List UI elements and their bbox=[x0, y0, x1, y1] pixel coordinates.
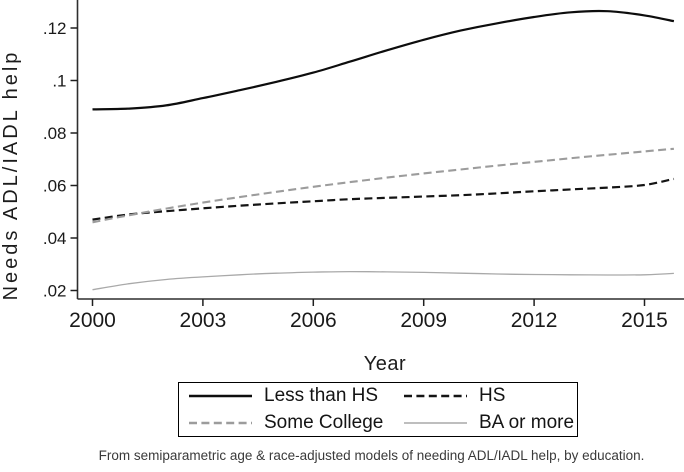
series-line-some-college bbox=[92, 147, 674, 224]
x-tick-label: 2006 bbox=[290, 309, 337, 332]
series-line-less-than-hs bbox=[92, 9, 675, 111]
x-axis-title: Year bbox=[364, 353, 406, 375]
y-tick-label: .04 bbox=[43, 229, 67, 248]
legend-label: Less than HS bbox=[264, 385, 379, 407]
legend: Less than HS HS Some College BA or more bbox=[178, 382, 578, 437]
legend-swatch bbox=[189, 395, 252, 398]
x-tick-label: 2015 bbox=[621, 309, 668, 332]
figure-caption: From semiparametric age & race-adjusted … bbox=[98, 448, 645, 463]
legend-swatch bbox=[404, 421, 467, 424]
legend-swatch bbox=[404, 395, 467, 398]
x-tick-label: 2003 bbox=[180, 309, 227, 332]
legend-label: BA or more bbox=[479, 411, 575, 433]
y-tick-label: .12 bbox=[43, 19, 67, 38]
y-axis-title: Needs ADL/IADL help bbox=[0, 50, 22, 301]
legend-label: Some College bbox=[264, 411, 384, 433]
legend-swatch bbox=[189, 421, 252, 424]
legend-item-some-college: Some College bbox=[188, 410, 403, 436]
x-tick-label: 2000 bbox=[69, 309, 116, 332]
legend-item-hs: HS bbox=[403, 383, 577, 409]
axes: .02 .04 .06 .08 .1 .12 2000 2003 2006 2009 2012 201… bbox=[43, 0, 684, 332]
y-tick-label: .06 bbox=[43, 177, 67, 196]
legend-label: HS bbox=[479, 385, 506, 407]
legend-item-less-than-hs: Less than HS bbox=[188, 383, 403, 409]
series-lines bbox=[92, 9, 675, 291]
x-tick-label: 2012 bbox=[511, 309, 558, 332]
x-tick-label: 2009 bbox=[400, 309, 447, 332]
y-tick-label: .1 bbox=[52, 72, 66, 91]
series-line-hs bbox=[92, 177, 675, 221]
legend-item-ba-or-more: BA or more bbox=[403, 410, 577, 436]
series-line-ba-or-more bbox=[92, 270, 674, 291]
y-tick-label: .08 bbox=[43, 124, 67, 143]
y-tick-label: .02 bbox=[43, 282, 67, 301]
